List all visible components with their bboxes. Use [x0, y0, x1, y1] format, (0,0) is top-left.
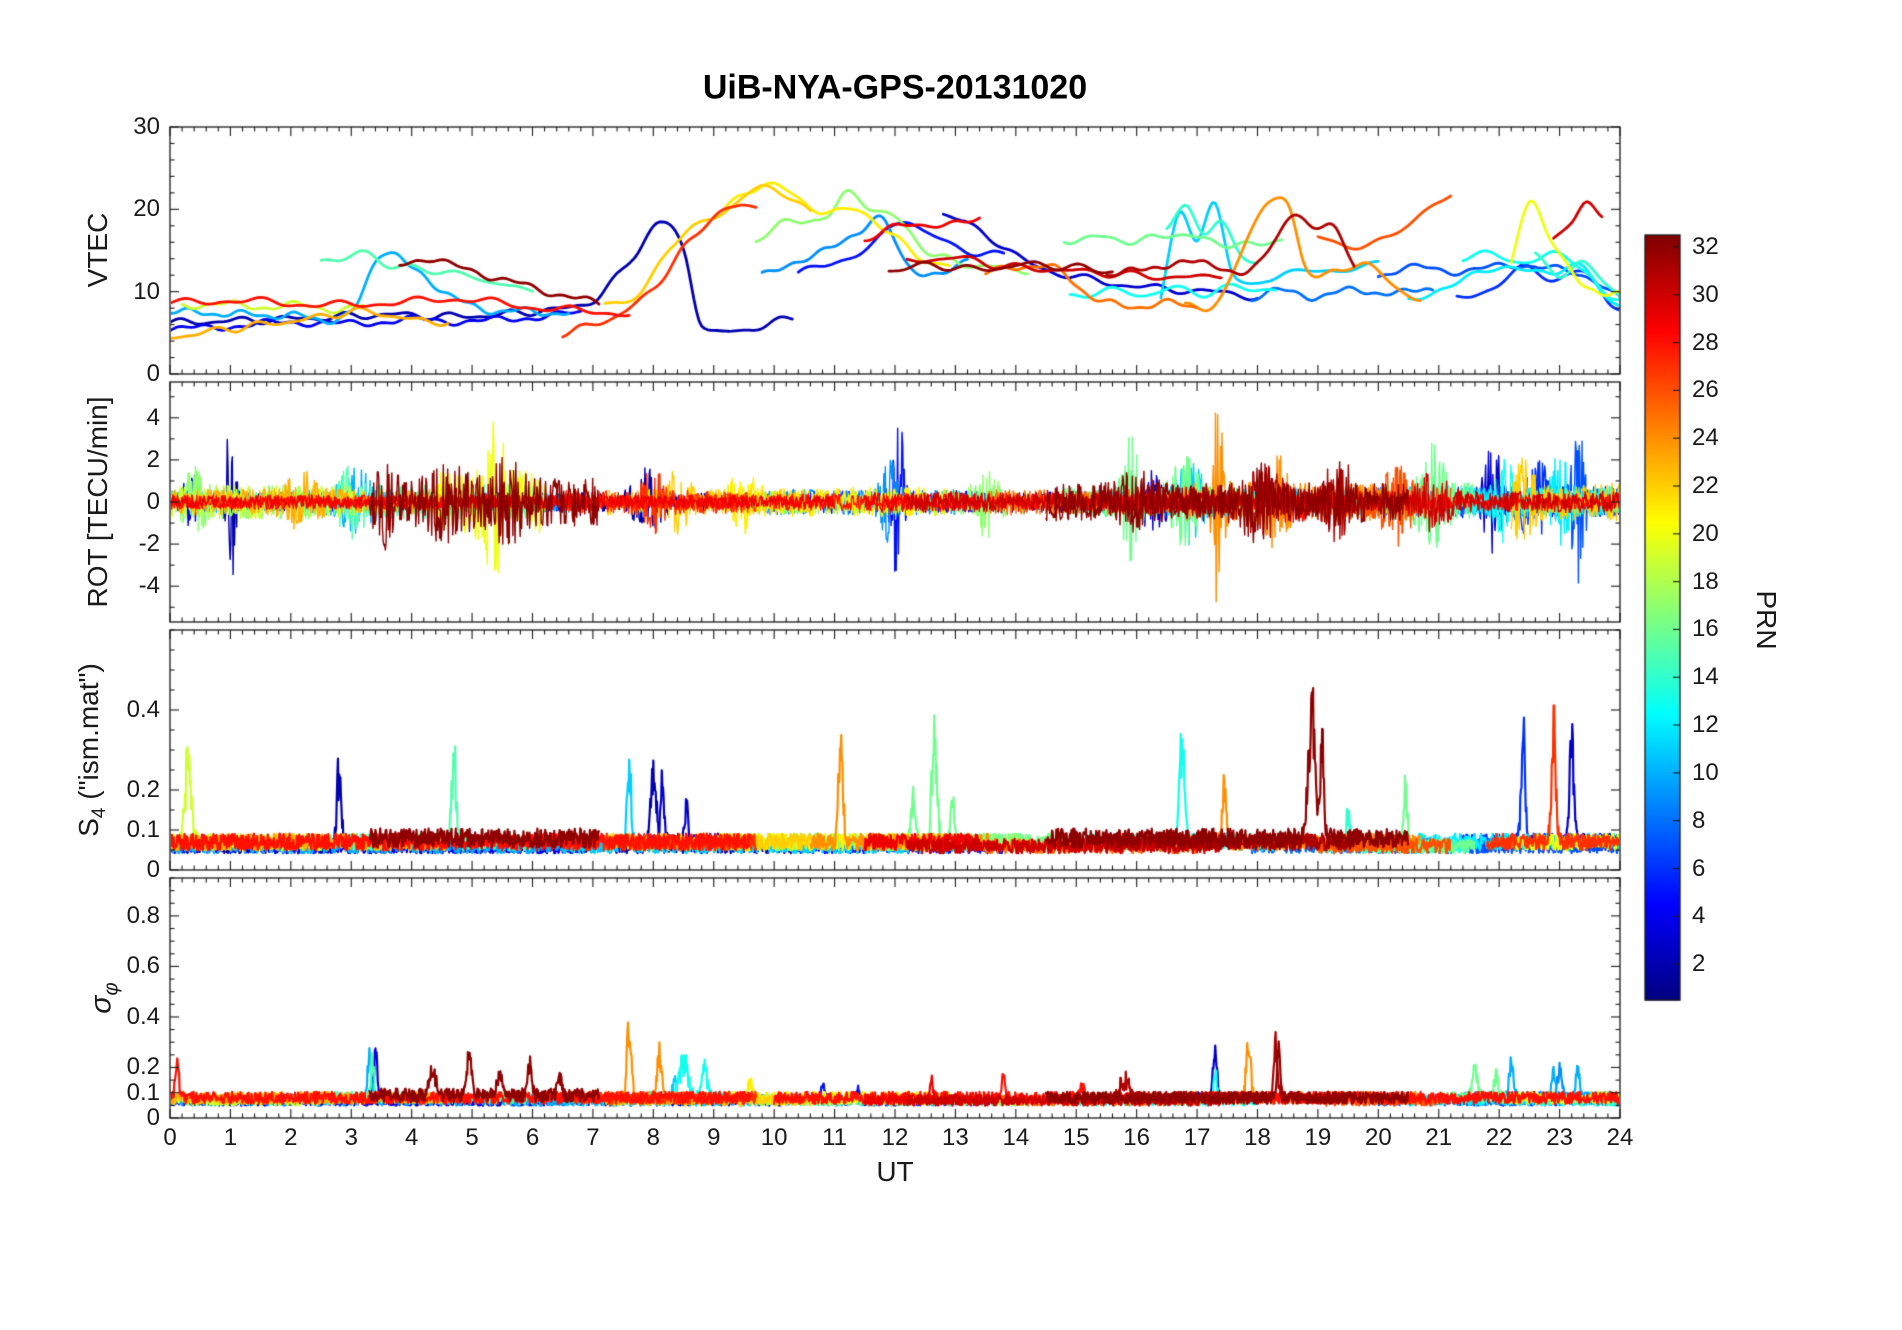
s4-sub: 4 [88, 807, 110, 819]
sigma-sub: φ [100, 982, 123, 996]
sigma-main: σ [84, 995, 118, 1014]
chart-title: UiB-NYA-GPS-20131020 [702, 68, 1088, 107]
s4-main: S [73, 818, 105, 837]
colorbar-label-prn: PRN [1751, 590, 1782, 650]
ylabel-rot: ROT [TECU/min] [82, 396, 113, 608]
xlabel-ut: UT [876, 1156, 914, 1187]
ylabel-s4: S4 ("ism.mat") [73, 663, 111, 837]
s4-rest: ("ism.mat") [73, 663, 105, 808]
ylabel-sigma-phi: σφ [85, 982, 124, 1013]
ylabel-vtec: VTEC [82, 212, 113, 288]
